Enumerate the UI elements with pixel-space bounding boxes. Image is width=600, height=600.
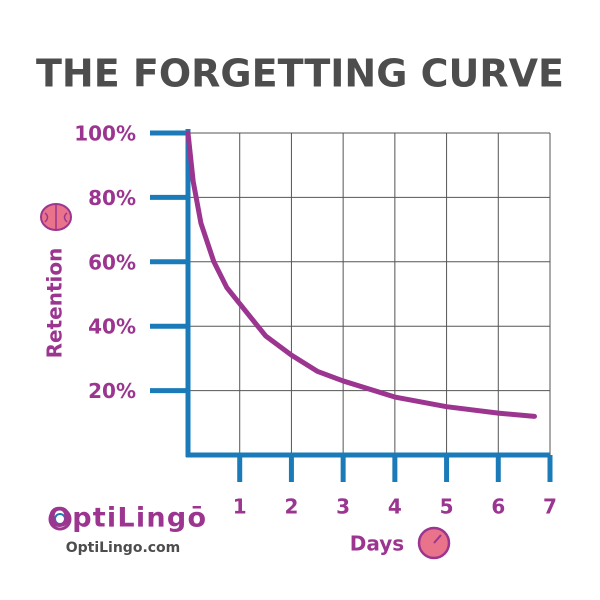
logo: OptiLingō OptiLingo.com (48, 503, 206, 557)
x-tick-label: 3 (336, 495, 350, 519)
y-axis-label: Retention (43, 248, 67, 359)
brain-icon (40, 203, 72, 231)
y-tick-label: 60% (88, 250, 136, 274)
x-tick-label: 6 (491, 495, 505, 519)
y-tick-label: 20% (88, 379, 136, 403)
x-tick-label: 4 (388, 495, 402, 519)
chart-title: THE FORGETTING CURVE (36, 52, 564, 96)
clock-icon (417, 526, 451, 560)
x-tick-label: 5 (440, 495, 454, 519)
y-tick-label: 80% (88, 186, 136, 210)
line-series (185, 130, 537, 419)
x-axis-label: Days (350, 532, 404, 556)
y-tick-label: 40% (88, 315, 136, 339)
logo-url: OptiLingo.com (66, 540, 181, 556)
logo-text: OptiLingō (48, 503, 206, 534)
x-tick-label: 2 (284, 495, 298, 519)
x-tick-label: 7 (543, 495, 557, 519)
y-tick-label: 100% (74, 122, 136, 146)
x-tick-label: 1 (233, 495, 247, 519)
